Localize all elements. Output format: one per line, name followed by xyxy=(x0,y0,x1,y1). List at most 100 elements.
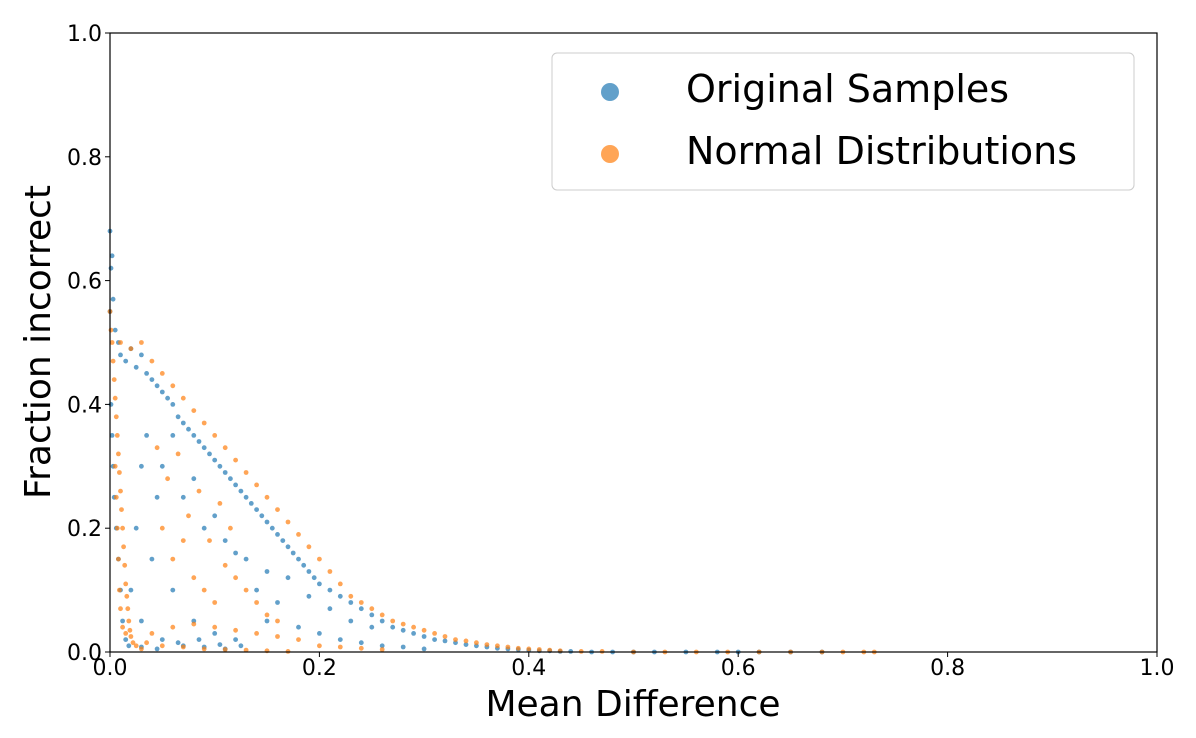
data-point xyxy=(180,644,186,650)
data-point xyxy=(238,643,244,649)
data-point xyxy=(379,612,385,618)
data-point xyxy=(180,494,186,500)
legend-marker-normal-distributions xyxy=(601,145,619,163)
data-point xyxy=(348,593,354,599)
data-point xyxy=(196,637,202,642)
data-point xyxy=(264,612,270,618)
data-point xyxy=(369,624,375,630)
y-tick-label: 1.0 xyxy=(67,22,102,47)
data-point xyxy=(327,569,333,574)
data-point xyxy=(337,637,343,642)
data-point xyxy=(116,451,121,457)
data-point xyxy=(122,562,128,568)
data-point xyxy=(165,395,171,401)
data-point xyxy=(285,575,291,581)
data-point xyxy=(317,581,322,587)
data-point xyxy=(120,624,125,630)
data-point xyxy=(212,624,218,630)
data-point xyxy=(196,439,202,444)
data-point xyxy=(301,562,307,568)
data-point xyxy=(186,513,191,519)
data-point xyxy=(118,606,123,612)
data-point xyxy=(217,642,223,647)
legend-marker-original-samples xyxy=(601,83,619,101)
data-point xyxy=(170,556,176,562)
data-point xyxy=(296,624,301,630)
data-point xyxy=(421,634,427,639)
data-point xyxy=(233,550,239,556)
data-point xyxy=(120,618,125,624)
data-point xyxy=(474,640,479,646)
data-point xyxy=(369,612,375,618)
data-point xyxy=(222,470,228,475)
data-point xyxy=(180,395,186,401)
data-point xyxy=(233,637,239,642)
series-1 xyxy=(107,309,877,655)
data-point xyxy=(149,556,155,562)
data-point xyxy=(280,538,286,543)
data-point xyxy=(118,340,123,345)
data-point xyxy=(306,544,312,550)
x-tick-label: 0.2 xyxy=(302,656,337,681)
data-point xyxy=(317,556,322,562)
data-point xyxy=(233,627,239,633)
data-point xyxy=(139,352,144,358)
data-point xyxy=(547,647,553,653)
data-point xyxy=(116,556,121,562)
data-point xyxy=(217,501,223,506)
data-point xyxy=(112,327,118,333)
data-point xyxy=(515,645,521,651)
data-point xyxy=(144,640,150,646)
x-tick-label: 0.8 xyxy=(930,656,965,681)
data-point xyxy=(126,643,132,649)
data-point xyxy=(285,544,291,550)
data-point xyxy=(127,627,133,633)
data-point xyxy=(337,593,343,599)
data-point xyxy=(123,581,129,587)
data-point xyxy=(275,634,280,639)
plot-frame xyxy=(109,32,1158,653)
data-point xyxy=(348,600,354,605)
data-point xyxy=(139,463,144,469)
data-point xyxy=(327,587,333,593)
data-point xyxy=(275,600,280,605)
data-point xyxy=(113,494,119,500)
legend-label-normal-distributions: Normal Distributions xyxy=(686,129,1077,173)
data-point xyxy=(212,513,218,519)
data-point xyxy=(243,494,249,500)
data-point xyxy=(175,451,181,457)
points-layer xyxy=(107,228,877,655)
data-point xyxy=(212,433,218,438)
data-point xyxy=(212,600,218,605)
data-point xyxy=(264,494,270,500)
data-point xyxy=(296,556,301,562)
data-point xyxy=(149,377,155,382)
data-point xyxy=(196,488,202,494)
y-axis: 0.0 0.2 0.4 0.6 0.8 1.0 xyxy=(67,22,102,666)
data-point xyxy=(201,646,207,652)
data-point xyxy=(463,638,469,644)
data-point xyxy=(110,358,116,364)
data-point xyxy=(233,457,239,463)
data-point xyxy=(114,433,120,438)
data-point xyxy=(175,640,181,646)
data-point xyxy=(358,606,364,612)
data-point xyxy=(411,631,416,636)
data-point xyxy=(149,631,155,636)
data-point xyxy=(259,513,265,519)
data-point xyxy=(369,606,375,612)
x-axis: 0.0 0.2 0.4 0.6 0.8 1.0 xyxy=(93,656,1175,681)
data-point xyxy=(463,642,469,647)
data-point xyxy=(154,445,160,451)
data-point xyxy=(191,408,197,413)
data-point xyxy=(275,507,280,512)
data-point xyxy=(110,296,116,302)
legend: Original Samples Normal Distributions xyxy=(551,52,1135,191)
data-point xyxy=(296,532,301,537)
data-point xyxy=(114,525,120,531)
y-axis-title: Fraction incorrect xyxy=(18,185,59,499)
data-point xyxy=(254,600,259,605)
data-point xyxy=(207,451,212,457)
data-point xyxy=(144,433,150,438)
data-point xyxy=(400,644,406,650)
